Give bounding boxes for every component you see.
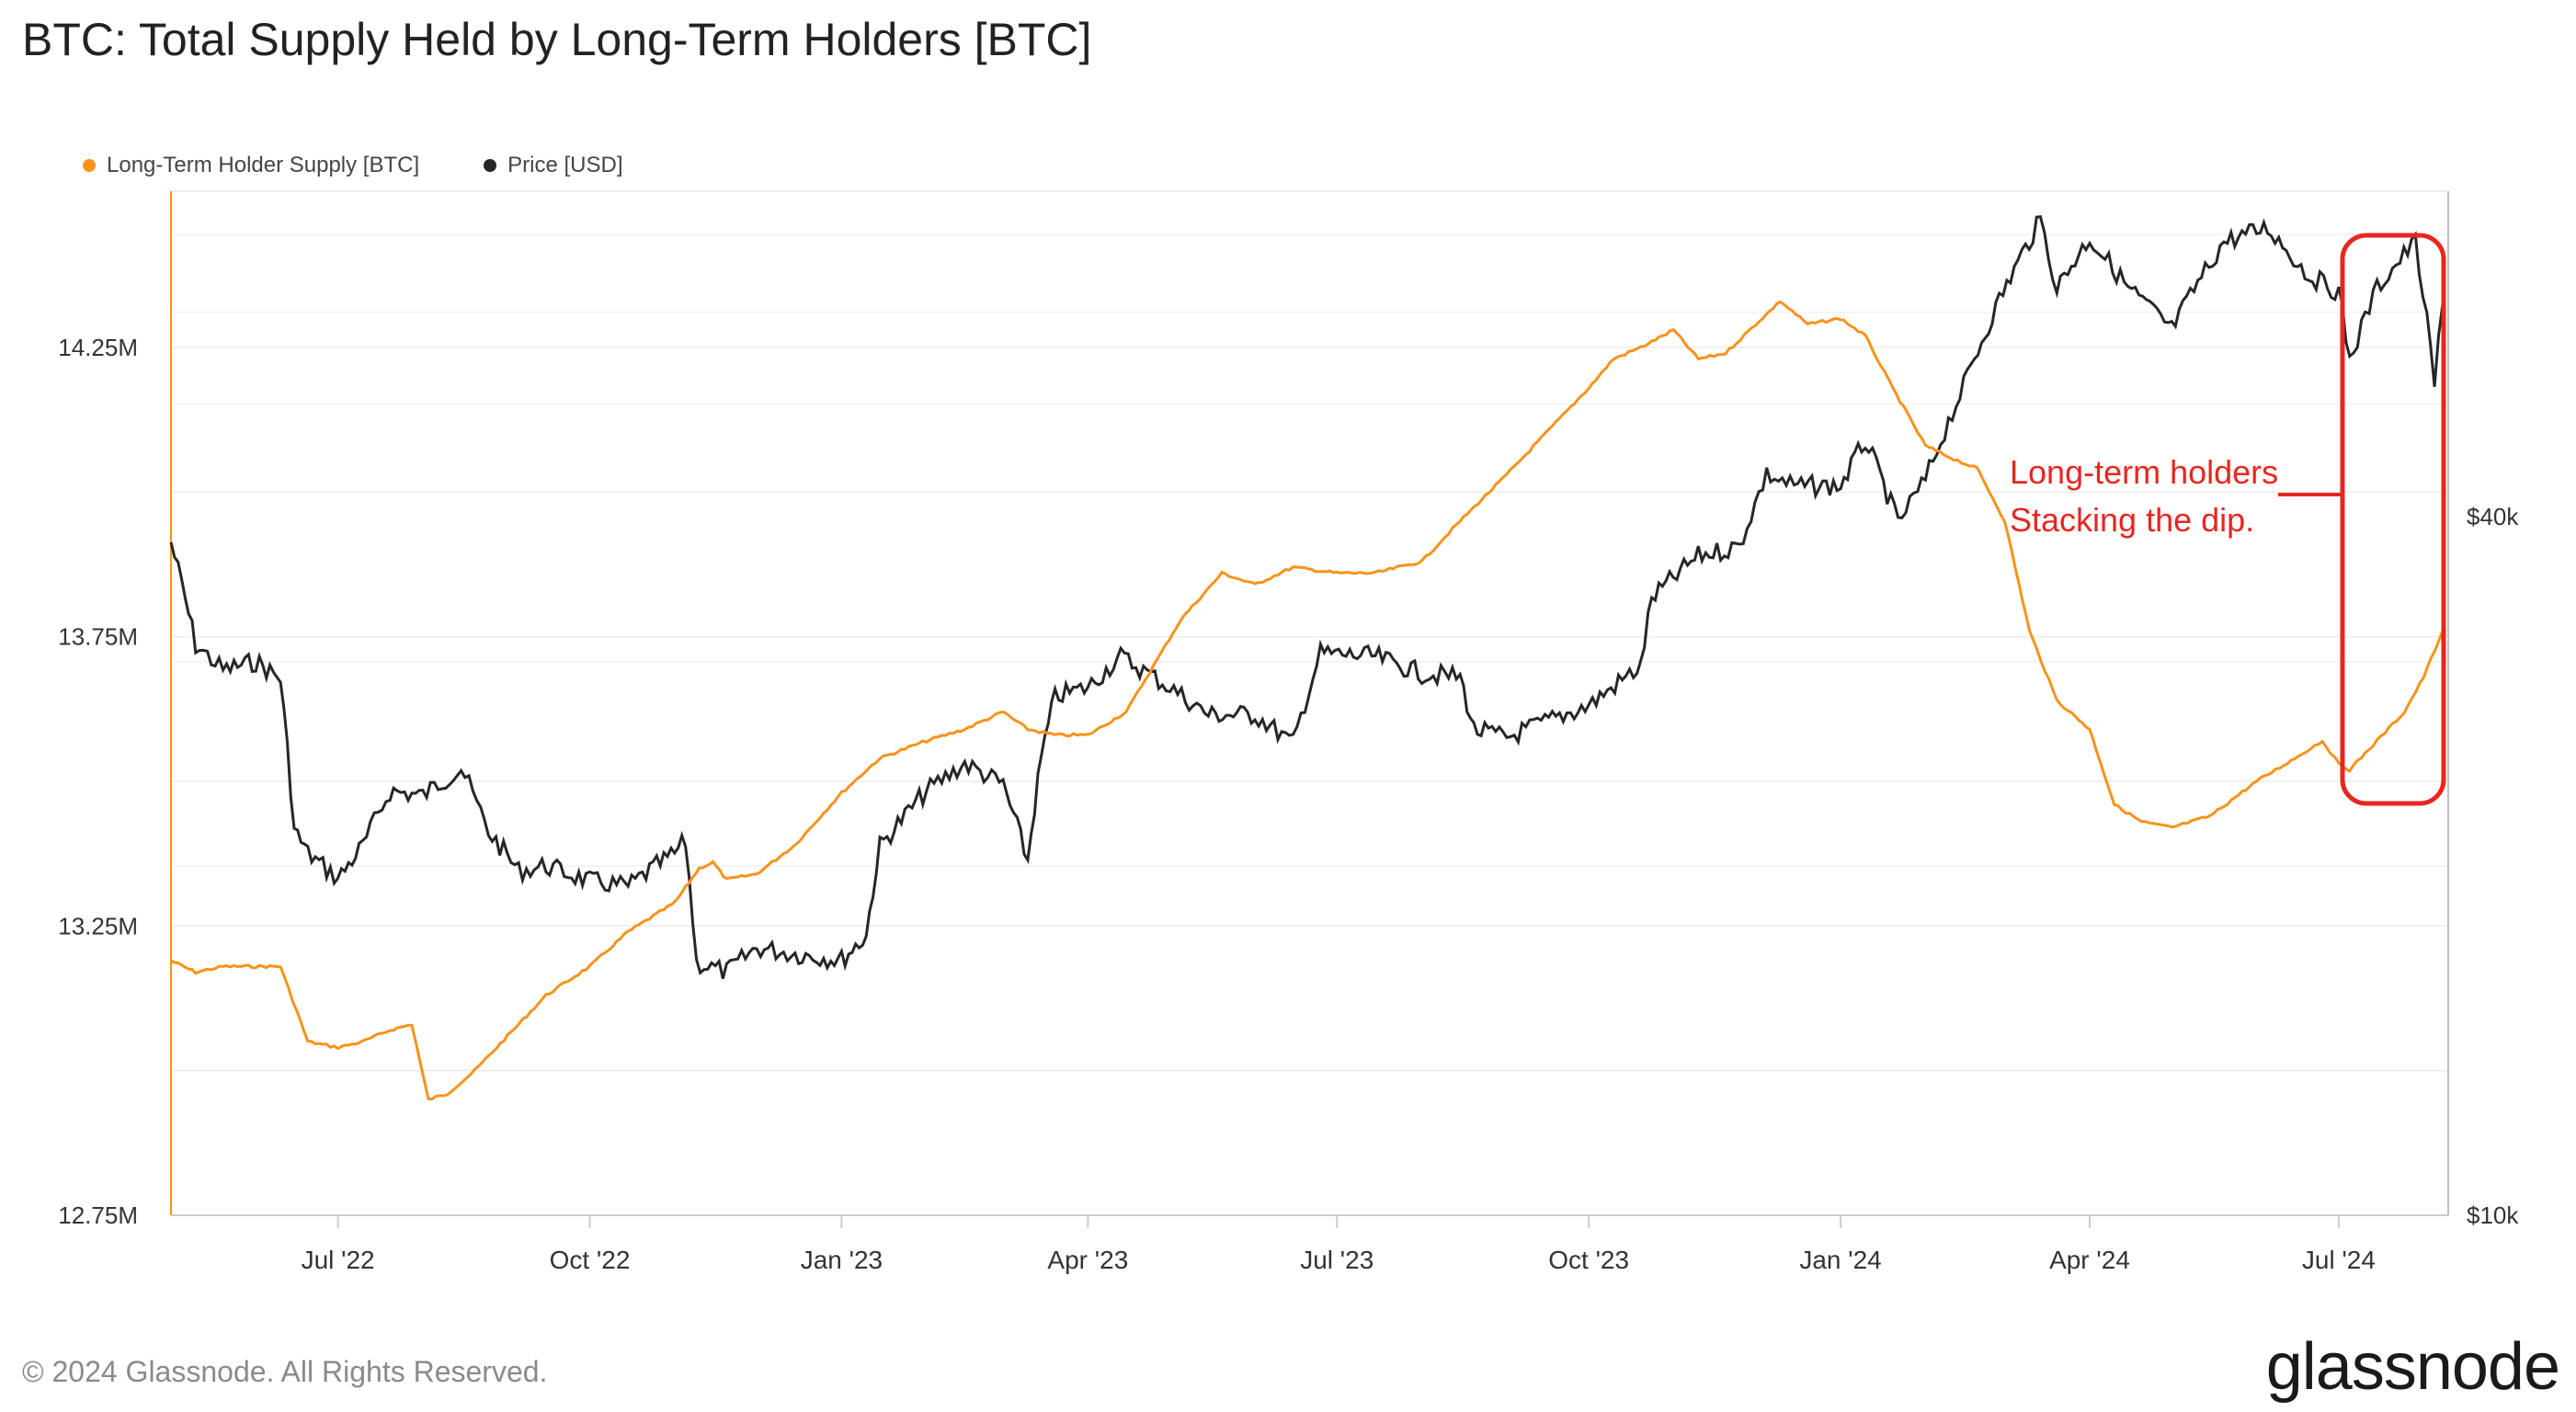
x-axis-ticks: Jul '22 Oct '22 Jan '23 Apr '23 Jul '23 Oct '… bbox=[302, 1215, 2376, 1274]
legend-dot-icon bbox=[484, 159, 497, 172]
y-left-tick-label: 13.75M bbox=[58, 623, 138, 651]
brand-logo: glassnode bbox=[2265, 1330, 2560, 1404]
copyright-text: © 2024 Glassnode. All Rights Reserved. bbox=[22, 1355, 548, 1388]
highlight-box bbox=[2340, 233, 2446, 806]
legend-label: Price [USD] bbox=[507, 153, 623, 177]
y-left-tick-label: 14.25M bbox=[58, 334, 138, 361]
chart-title: BTC: Total Supply Held by Long-Term Hold… bbox=[22, 14, 1092, 65]
chart-legend: Long-Term Holder Supply [BTC] Price [USD… bbox=[83, 153, 623, 178]
x-tick-label: Jan '23 bbox=[801, 1246, 883, 1274]
legend-label: Long-Term Holder Supply [BTC] bbox=[107, 153, 420, 177]
plot-frame bbox=[170, 190, 2449, 1216]
y-left-tick-label: 13.25M bbox=[58, 912, 138, 939]
annotation-line-2: Stacking the dip. bbox=[2010, 501, 2255, 539]
x-tick-label: Jul '22 bbox=[302, 1246, 375, 1274]
x-tick-label: Apr '23 bbox=[1047, 1246, 1128, 1274]
y-right-tick-label: $40k bbox=[2467, 503, 2519, 530]
grid-lines bbox=[171, 233, 2448, 1072]
annotation-text: Long-term holders Stacking the dip. bbox=[2010, 449, 2278, 544]
lth-supply-series-line bbox=[170, 300, 2445, 1101]
annotation-line-1: Long-term holders bbox=[2010, 453, 2279, 491]
x-tick-label: Oct '22 bbox=[550, 1246, 631, 1274]
left-axis-ticks: 14.25M 13.75M 13.25M 12.75M bbox=[58, 334, 138, 1229]
legend-item-lth-supply[interactable]: Long-Term Holder Supply [BTC] bbox=[83, 153, 419, 178]
x-tick-label: Jul '24 bbox=[2302, 1246, 2376, 1274]
x-tick-label: Apr '24 bbox=[2049, 1246, 2130, 1274]
legend-dot-icon bbox=[83, 159, 96, 172]
right-axis-ticks: $40k $10k bbox=[2467, 503, 2519, 1229]
y-right-tick-label: $10k bbox=[2467, 1201, 2519, 1229]
x-tick-label: Jan '24 bbox=[1799, 1246, 1881, 1274]
x-tick-label: Oct '23 bbox=[1548, 1246, 1629, 1274]
legend-item-price[interactable]: Price [USD] bbox=[484, 153, 623, 178]
price-series-line bbox=[169, 215, 2445, 979]
x-tick-label: Jul '23 bbox=[1300, 1246, 1373, 1274]
y-left-tick-label: 12.75M bbox=[58, 1201, 138, 1229]
